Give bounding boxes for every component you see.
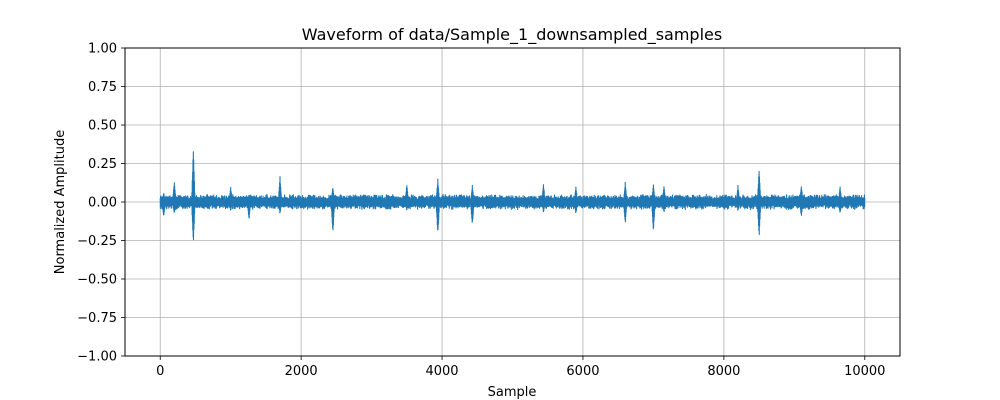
x-tick-label: 10000: [844, 364, 885, 379]
x-axis-label: Sample: [488, 385, 537, 400]
x-tick-label: 2000: [285, 364, 318, 379]
waveform-line: [159, 151, 866, 241]
x-tick-label: 4000: [425, 364, 458, 379]
x-tick-label: 0: [156, 364, 164, 379]
chart-title: Waveform of data/Sample_1_downsampled_sa…: [302, 25, 722, 45]
y-tick-label: 0.00: [88, 196, 117, 211]
y-tick-label: −1.00: [77, 350, 117, 365]
y-tick-label: −0.25: [77, 234, 117, 249]
x-tick-label: 6000: [566, 364, 599, 379]
y-tick-label: 1.00: [88, 42, 117, 57]
y-tick-label: 0.75: [88, 80, 117, 95]
y-tick-label: 0.50: [88, 119, 117, 134]
plot-frame: [124, 47, 901, 357]
plot-layer: [159, 151, 866, 241]
tick-layer: 0 2000 4000 6000 8000 10000 −1.00 −0.75 −0.50 −0.…: [77, 42, 885, 380]
x-tick-label: 8000: [707, 364, 740, 379]
y-tick-label: 0.25: [88, 157, 117, 172]
y-axis-label: Normalized Amplitude: [53, 130, 68, 274]
y-tick-label: −0.75: [77, 311, 117, 326]
y-tick-label: −0.50: [77, 273, 117, 288]
